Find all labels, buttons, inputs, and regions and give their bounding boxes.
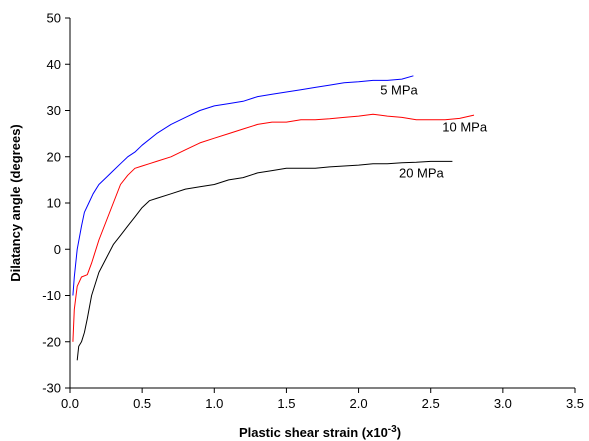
x-tick-label: 2.0 [350, 396, 368, 411]
y-tick-label: 30 [47, 103, 61, 118]
x-axis-label-main: Plastic shear strain (x10 [239, 425, 388, 440]
y-tick-label: 10 [47, 196, 61, 211]
series-layer [72, 75, 475, 361]
x-tick-label: 1.0 [205, 396, 223, 411]
plot-area: -30 -20 -10 0 10 20 30 40 50 0.0 0.5 1.0 1.5 2.0 2.5 3.… [42, 11, 584, 412]
x-tick-label: 0.0 [61, 396, 79, 411]
x-tick-label: 3.0 [494, 396, 512, 411]
x-tick-label: 2.5 [422, 396, 440, 411]
y-tick-label: 40 [47, 57, 61, 72]
x-tick-label: 3.5 [566, 396, 584, 411]
series-label: 10 MPa [442, 119, 488, 134]
series-line-20-mpa [76, 160, 453, 361]
x-axis-label: Plastic shear strain (x10-3) [239, 424, 401, 440]
series-line-5-mpa [72, 75, 414, 296]
series-label: 20 MPa [399, 166, 445, 181]
y-tick-label: -20 [42, 334, 61, 349]
annotation-layer: 5 MPa 10 MPa 20 MPa [380, 82, 488, 180]
y-tick-label: 20 [47, 149, 61, 164]
x-tick-label: 1.5 [277, 396, 295, 411]
x-axis-label-superscript: -3 [388, 424, 397, 435]
y-axis-label: Dilatancy angle (degrees) [8, 124, 23, 282]
series-label: 5 MPa [380, 82, 418, 97]
y-tick-label: -30 [42, 381, 61, 396]
series-line-10-mpa [72, 113, 475, 342]
y-tick-label: -10 [42, 288, 61, 303]
y-tick-label: 50 [47, 11, 61, 26]
x-axis-label-close: ) [397, 425, 401, 440]
y-tick-label: 0 [54, 242, 61, 257]
x-tick-label: 0.5 [133, 396, 151, 411]
